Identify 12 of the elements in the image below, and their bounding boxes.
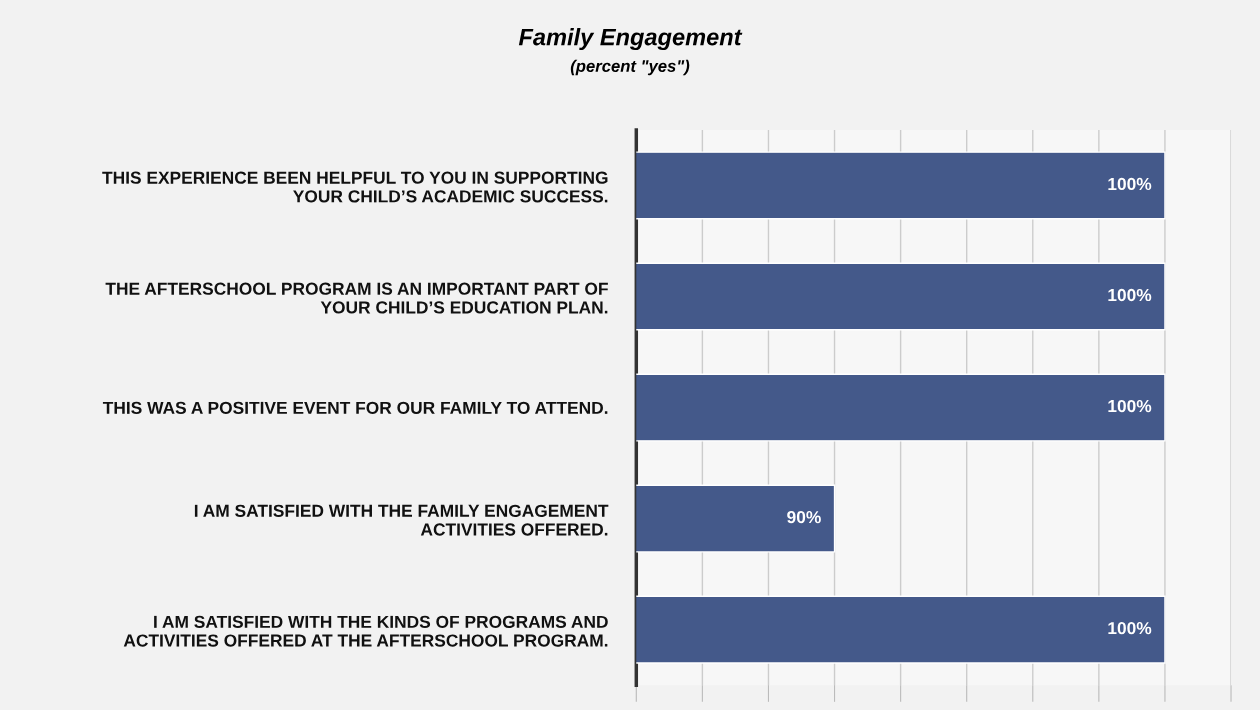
- y-tick-label: THIS WAS A POSITIVE EVENT FOR OUR FAMILY TO ATTEND.: [102, 401, 608, 414]
- y-tick-label: THIS EXPERIENCE BEEN HELPFUL TO YOU IN SUPPORTING YOUR CHILD’S ACADEMIC SUCCESS.: [102, 171, 608, 203]
- data-label: 100%: [1108, 177, 1152, 191]
- y-tick-label: I AM SATISFIED WITH THE KINDS OF PROGRAMS AND ACTIVITIES OFFERED AT THE AFTERSCHOOL PROGRAM.: [123, 615, 608, 647]
- data-label: 100%: [1108, 621, 1152, 635]
- chart-title: Family Engagement: [518, 28, 743, 51]
- y-tick-label: I AM SATISFIED WITH THE FAMILY ENGAGEMENT ACTIVITIES OFFERED.: [194, 504, 609, 536]
- data-label: 100%: [1108, 399, 1152, 413]
- data-label: 100%: [1108, 288, 1152, 302]
- chart-subtitle: (percent "yes"): [570, 59, 690, 76]
- data-label: 90%: [787, 510, 821, 524]
- y-tick-label: THE AFTERSCHOOL PROGRAM IS AN IMPORTANT PART OF YOUR CHILD’S EDUCATION PLAN.: [105, 282, 608, 314]
